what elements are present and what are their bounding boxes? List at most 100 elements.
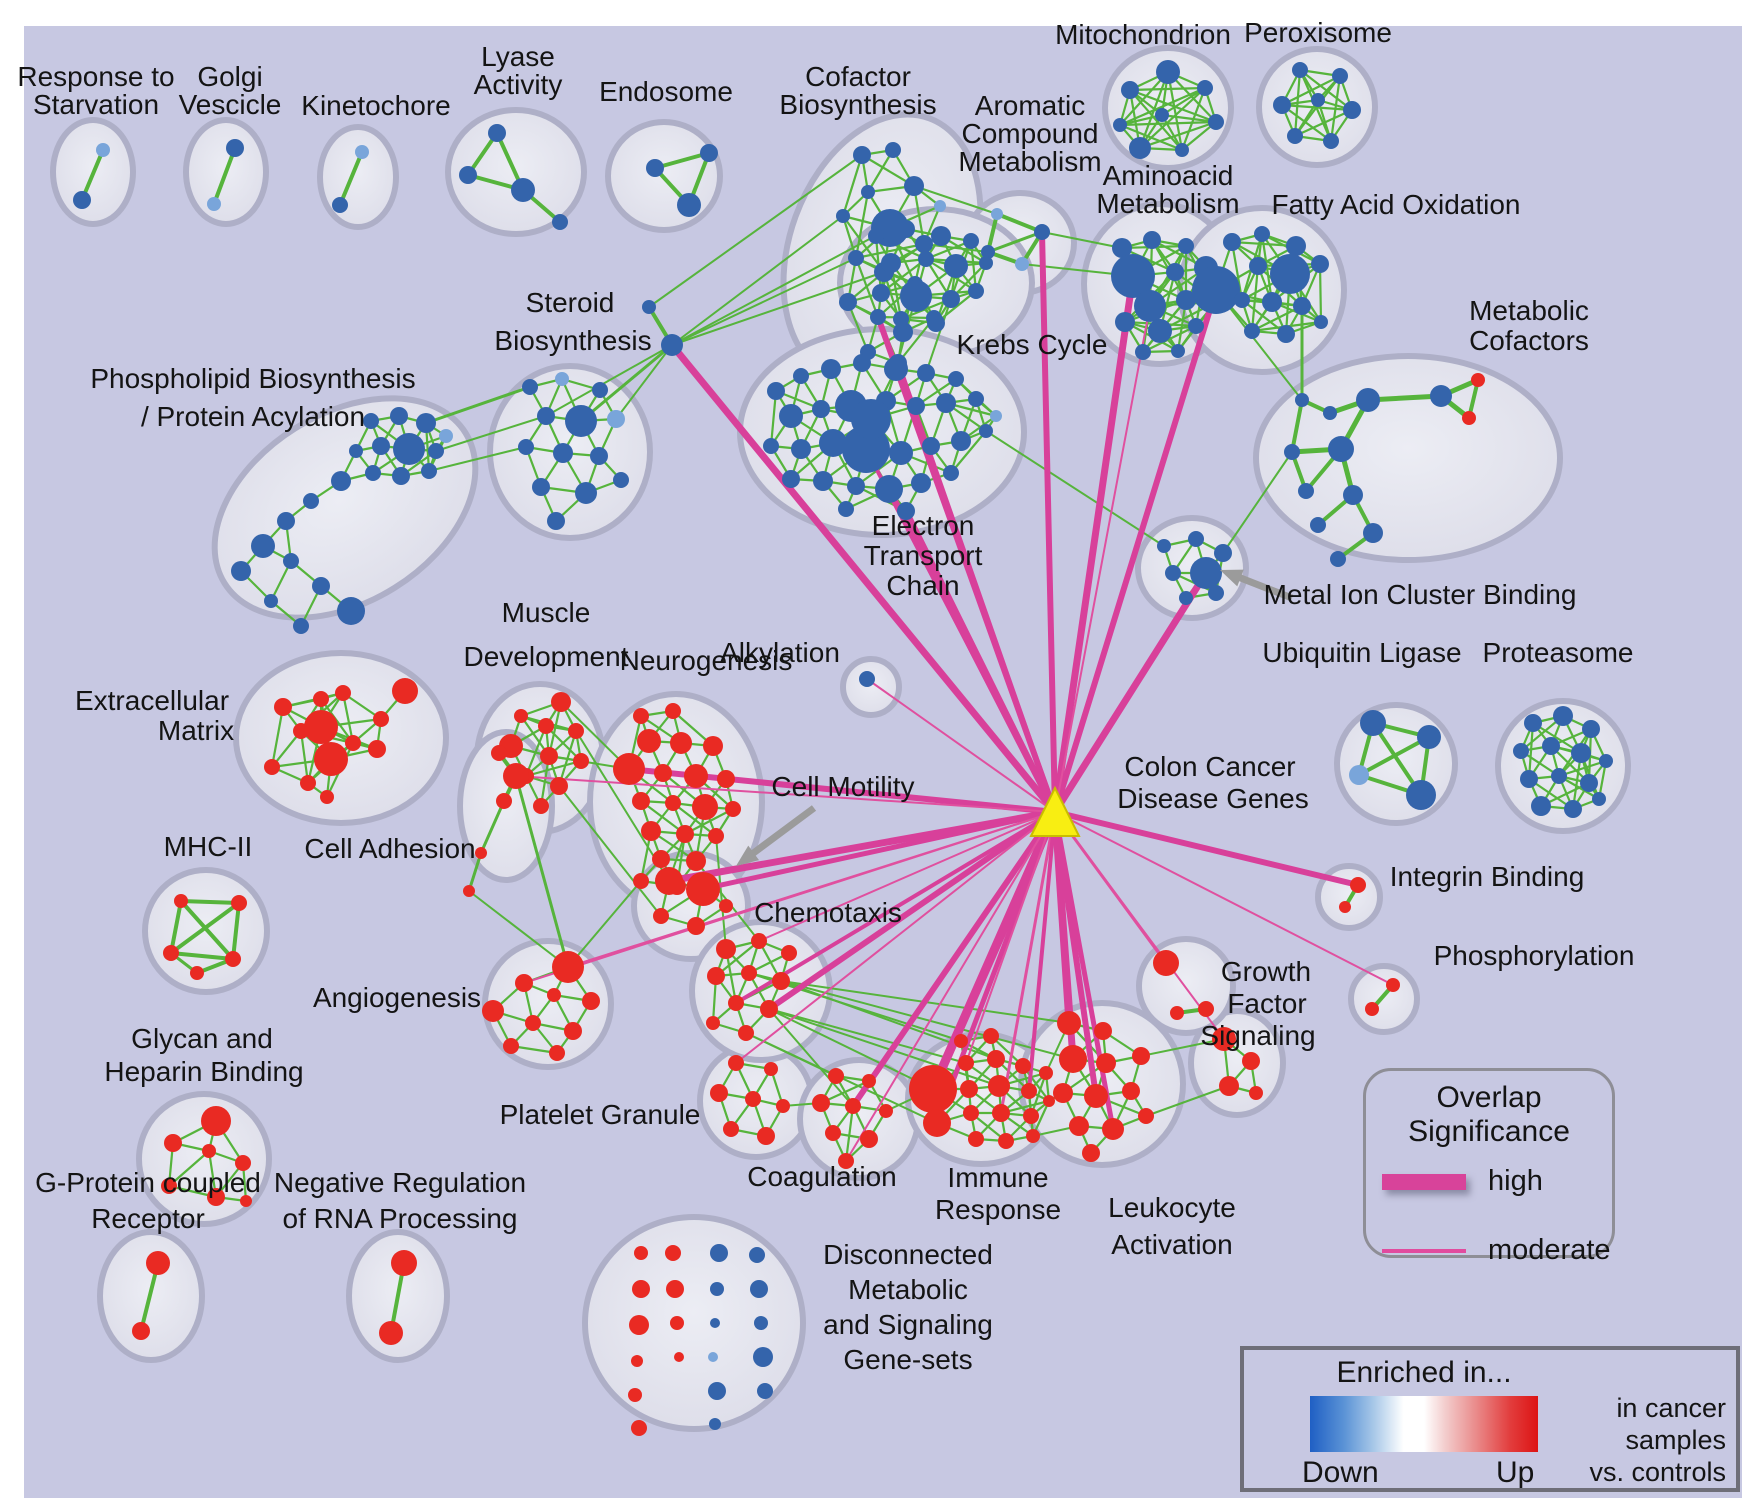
gene-set-node-fatty-acid-oxidation[interactable]: [1244, 323, 1260, 339]
gene-set-node-aminoacid-metabolism[interactable]: [1143, 231, 1161, 249]
gene-set-node-cofactor-biosynthesis[interactable]: [861, 185, 875, 199]
gene-set-node-extracellular-matrix[interactable]: [304, 710, 338, 744]
gene-set-node-krebs-cycle[interactable]: [979, 256, 993, 270]
gene-set-node-fatty-acid-oxidation[interactable]: [1286, 236, 1306, 256]
gene-set-node-immune-response[interactable]: [958, 1055, 974, 1071]
gene-set-node-peroxisome[interactable]: [1292, 62, 1308, 78]
gene-set-node-coagulation[interactable]: [828, 1068, 844, 1084]
gene-set-node-lyase-activity[interactable]: [552, 214, 568, 230]
gene-set-node-steroid-biosynthesis[interactable]: [613, 472, 629, 488]
gene-set-node-bridge-nodes[interactable]: [642, 300, 656, 314]
gene-set-node-metabolic-cofactors[interactable]: [1298, 483, 1314, 499]
gene-set-node-cell-adhesion[interactable]: [496, 793, 512, 809]
gene-set-node-krebs-cycle[interactable]: [968, 283, 984, 299]
gene-set-node-phospholipid-protein-acylation[interactable]: [349, 444, 363, 458]
gene-set-node-neurogenesis[interactable]: [708, 828, 724, 844]
gene-set-node-disconnected-gene-sets[interactable]: [666, 1280, 684, 1298]
gene-set-node-chemotaxis[interactable]: [751, 933, 767, 949]
gene-set-node-krebs-cycle[interactable]: [897, 220, 915, 238]
gene-set-node-proteasome[interactable]: [1524, 714, 1542, 732]
gene-set-node-aminoacid-metabolism[interactable]: [1176, 290, 1196, 310]
gene-set-node-disconnected-gene-sets[interactable]: [628, 1388, 642, 1402]
gene-set-node-metal-ion-cluster-binding[interactable]: [1214, 544, 1232, 562]
gene-set-node-steroid-biosynthesis[interactable]: [590, 447, 608, 465]
gene-set-node-neurogenesis[interactable]: [670, 732, 692, 754]
gene-set-node-phosphorylation[interactable]: [1365, 1002, 1379, 1016]
gene-set-node-leukocyte-activation[interactable]: [1053, 1083, 1073, 1103]
gene-set-node-extracellular-matrix[interactable]: [314, 742, 348, 776]
gene-set-node-immune-response[interactable]: [960, 1080, 978, 1098]
gene-set-node-ubiquitin-ligase[interactable]: [1417, 725, 1441, 749]
gene-set-node-metabolic-cofactors[interactable]: [1284, 444, 1300, 460]
gene-set-node-mitochondrion[interactable]: [1121, 81, 1139, 99]
gene-set-node-metal-ion-cluster-binding[interactable]: [1165, 565, 1181, 581]
gene-set-node-disconnected-gene-sets[interactable]: [674, 1352, 684, 1362]
gene-set-node-fatty-acid-oxidation[interactable]: [1254, 226, 1270, 242]
gene-set-node-electron-transport-chain[interactable]: [779, 404, 803, 428]
gene-set-node-phospholipid-protein-acylation[interactable]: [363, 413, 379, 429]
gene-set-node-electron-transport-chain[interactable]: [990, 410, 1002, 422]
gene-set-node-proteasome[interactable]: [1580, 774, 1598, 792]
gene-set-node-phospholipid-protein-acylation[interactable]: [421, 463, 437, 479]
gene-set-node-growth-factor-signaling[interactable]: [1153, 950, 1179, 976]
gene-set-node-leukocyte-activation[interactable]: [1084, 1084, 1108, 1108]
gene-set-node-disconnected-gene-sets[interactable]: [629, 1315, 649, 1335]
gene-set-node-growth-factor-signaling[interactable]: [1198, 1001, 1214, 1017]
gene-set-node-golgi-vescicle[interactable]: [207, 197, 221, 211]
gene-set-node-extracellular-matrix[interactable]: [274, 698, 292, 716]
gene-set-node-metal-ion-cluster-binding[interactable]: [1208, 585, 1224, 601]
gene-set-node-response-to-starvation[interactable]: [96, 143, 110, 157]
gene-set-node-peroxisome[interactable]: [1273, 96, 1291, 114]
gene-set-node-phospholipid-protein-acylation[interactable]: [231, 561, 251, 581]
gene-set-node-cofactor-biosynthesis[interactable]: [915, 235, 933, 253]
gene-set-node-electron-transport-chain[interactable]: [911, 473, 931, 493]
gene-set-node-immune-response[interactable]: [992, 1104, 1010, 1122]
gene-set-node-immune-response[interactable]: [1015, 1058, 1031, 1074]
gene-set-node-glycan-heparin-binding[interactable]: [240, 1195, 252, 1207]
gene-set-node-immune-response[interactable]: [1043, 1095, 1055, 1107]
gene-set-node-ubiquitin-ligase[interactable]: [1349, 765, 1369, 785]
gene-set-node-angiogenesis[interactable]: [482, 1000, 504, 1022]
gene-set-node-glycan-heparin-binding[interactable]: [235, 1155, 251, 1171]
gene-set-node-cofactor-biosynthesis[interactable]: [904, 176, 924, 196]
gene-set-node-negative-regulation-rna[interactable]: [391, 1250, 417, 1276]
gene-set-node-disconnected-gene-sets[interactable]: [634, 1246, 648, 1260]
gene-set-node-electron-transport-chain[interactable]: [897, 502, 915, 520]
gene-set-node-electron-transport-chain[interactable]: [968, 391, 984, 407]
gene-set-node-immune-response[interactable]: [1026, 1129, 1040, 1143]
gene-set-node-electron-transport-chain[interactable]: [951, 431, 971, 451]
gene-set-node-endosome[interactable]: [700, 144, 718, 162]
gene-set-node-disconnected-gene-sets[interactable]: [750, 1280, 768, 1298]
gene-set-node-cofactor-biosynthesis[interactable]: [848, 250, 864, 266]
gene-set-node-phospholipid-protein-acylation[interactable]: [331, 471, 351, 491]
gene-set-node-krebs-cycle[interactable]: [872, 284, 890, 302]
gene-set-node-extracellular-matrix[interactable]: [345, 735, 361, 751]
gene-set-node-electron-transport-chain[interactable]: [979, 424, 993, 438]
gene-set-node-muscle-development[interactable]: [551, 692, 571, 712]
gene-set-node-krebs-cycle[interactable]: [942, 290, 960, 308]
gene-set-node-proteasome[interactable]: [1520, 770, 1538, 788]
gene-set-node-platelet-granule[interactable]: [776, 1099, 790, 1113]
gene-set-node-aminoacid-metabolism[interactable]: [1134, 290, 1166, 322]
gene-set-node-kinetochore[interactable]: [355, 145, 369, 159]
gene-set-node-aminoacid-metabolism[interactable]: [1135, 344, 1151, 360]
gene-set-node-leukocyte-activation[interactable]: [1069, 1116, 1089, 1136]
gene-set-node-mitochondrion[interactable]: [1155, 108, 1169, 122]
gene-set-node-electron-transport-chain[interactable]: [791, 439, 811, 459]
gene-set-node-phosphorylation[interactable]: [1386, 978, 1400, 992]
gene-set-node-proteasome[interactable]: [1513, 743, 1529, 759]
gene-set-node-metal-ion-cluster-binding[interactable]: [1188, 531, 1204, 547]
gene-set-node-electron-transport-chain[interactable]: [821, 359, 841, 379]
gene-set-node-golgi-vescicle[interactable]: [226, 139, 244, 157]
gene-set-node-immune-response[interactable]: [988, 1075, 1010, 1097]
gene-set-node-immune-response[interactable]: [998, 1133, 1014, 1149]
gene-set-node-disconnected-gene-sets[interactable]: [631, 1420, 647, 1436]
gene-set-node-steroid-biosynthesis[interactable]: [592, 382, 608, 398]
gene-set-node-coagulation[interactable]: [812, 1094, 830, 1112]
gene-set-node-extracellular-matrix[interactable]: [335, 685, 351, 701]
gene-set-node-aminoacid-metabolism[interactable]: [1188, 318, 1204, 334]
gene-set-node-phospholipid-protein-acylation[interactable]: [439, 429, 453, 443]
gene-set-node-negative-regulation-rna[interactable]: [379, 1321, 403, 1345]
gene-set-node-proteasome[interactable]: [1531, 796, 1551, 816]
gene-set-node-leukocyte-subcluster[interactable]: [1242, 1052, 1260, 1070]
